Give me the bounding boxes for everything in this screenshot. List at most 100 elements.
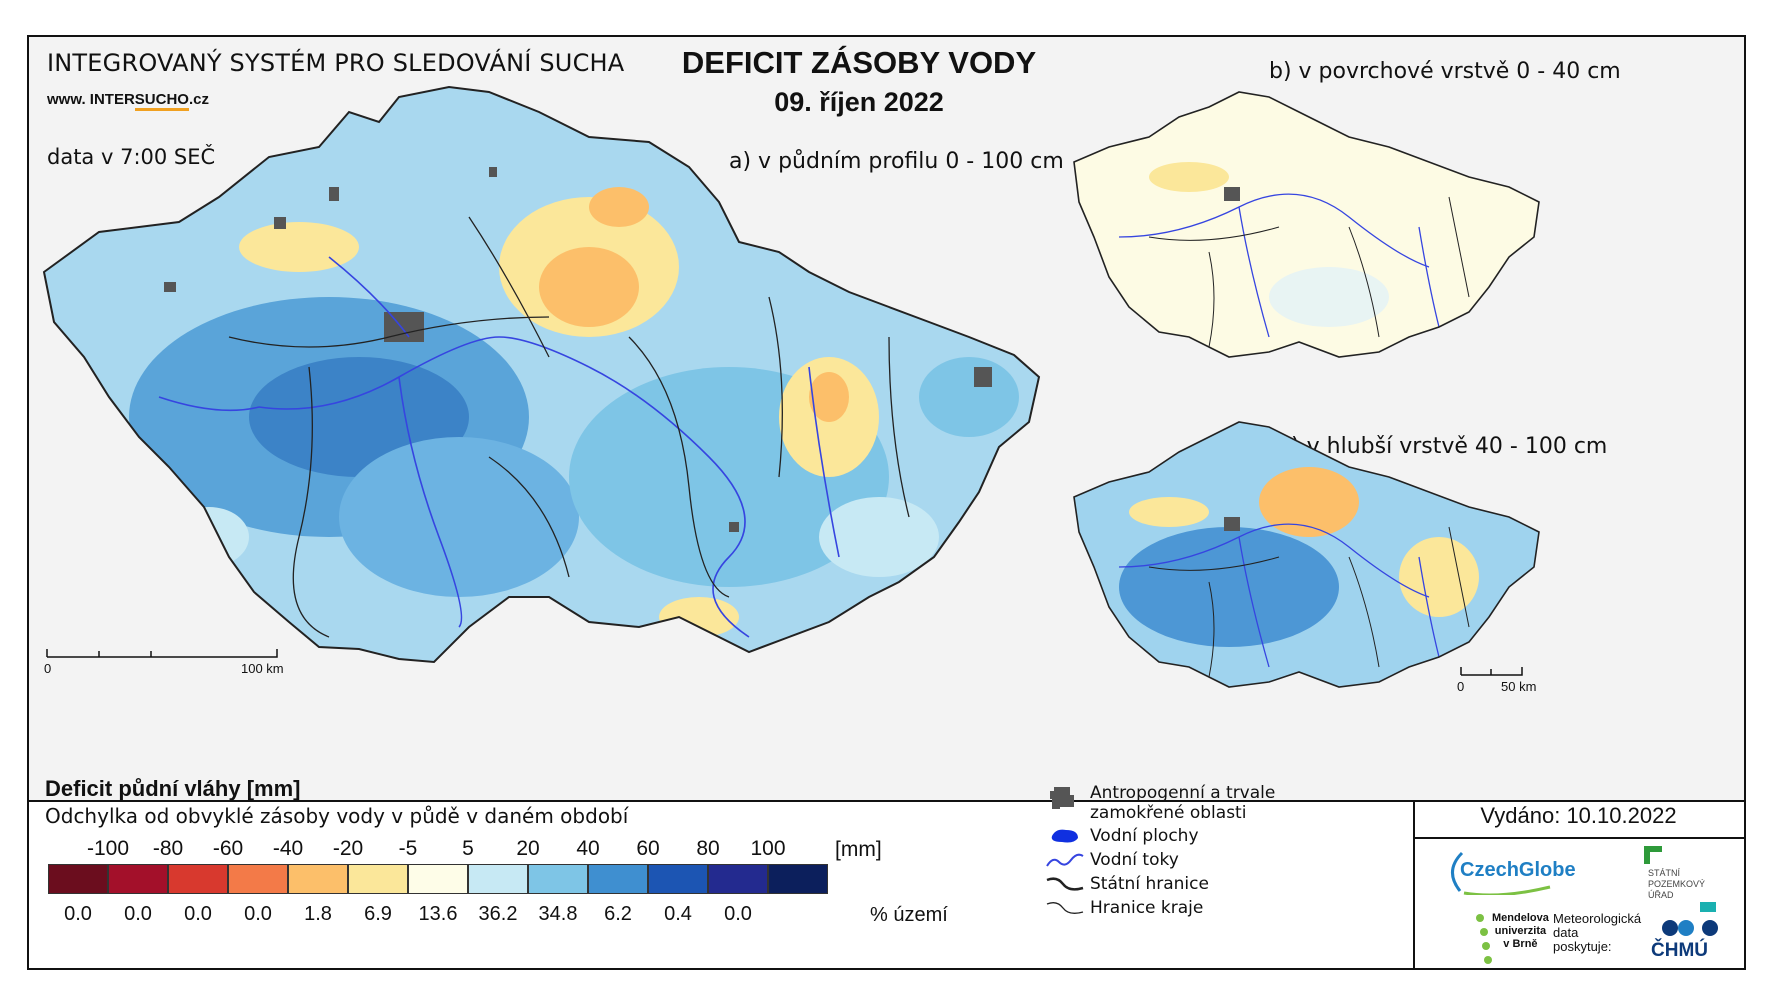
anthropogenic-label-2: zamokřené oblasti [1090,803,1247,823]
map-a-label: a) v půdním profilu 0 - 100 cm [729,149,1064,174]
map-a-raster [44,87,1039,662]
legend-swatch [708,864,768,894]
spu-accent-mark [1700,902,1716,912]
legend-swatch [768,864,828,894]
river-icon [1046,853,1084,867]
scale-c-end: 50 km [1501,679,1537,694]
legend-tick-label: -80 [152,837,184,860]
map-b-region-borders [1148,196,1470,348]
map-c-urban-praha [1224,517,1240,531]
scale-c-start: 0 [1457,679,1465,694]
legend-swatch [348,864,408,894]
water-streams-label: Vodní toky [1090,850,1179,870]
map-b-urban-praha [1224,187,1240,201]
legend-swatch [528,864,588,894]
map-b-state-border [1073,91,1540,358]
legend-tick-label: 20 [516,837,540,860]
map-a-rivers [158,256,840,638]
spu-logo-mark [1644,846,1664,866]
legend-anthropogenic: Antropogenní a trvale zamokřené oblasti [1050,783,1276,823]
legend-percentage: 6.2 [604,903,632,925]
chmu-logo-mark [1660,918,1726,938]
map-b-label: b) v povrchové vrstvě 0 - 40 cm [1269,59,1621,84]
water-area-icon [1051,829,1078,843]
legend-tick-label: -60 [212,837,244,860]
spu-logo-text: STÁTNÍ POZEMKOVÝ ÚŘAD [1648,868,1706,900]
legend-tick-label: 5 [462,837,474,860]
legend-state-border: Státní hranice [1046,874,1209,894]
legend-tick-label: -20 [332,837,364,860]
legend-swatch [288,864,348,894]
czechglobe-arc [1451,851,1551,897]
legend-swatch [588,864,648,894]
legend-region-border: Hranice kraje [1046,898,1204,918]
mendel-logo: Mendelova univerzita v Brně [1470,912,1550,972]
legend-percentage: 0.4 [664,903,692,925]
legend-percentage: 36.2 [478,903,518,925]
legend-swatch [408,864,468,894]
legend-percentage: 6.9 [364,903,392,925]
map-c-region-borders [1148,526,1470,678]
anthropogenic-label: Antropogenní a trvale [1090,783,1276,803]
map-c-label: c) v hlubší vrstvě 40 - 100 cm [1279,434,1608,459]
legend-swatch [168,864,228,894]
legend-percentage: 1.8 [304,903,332,925]
scale-a-start: 0 [44,661,52,676]
legend-tick-label: 100 [750,837,786,860]
legend-percentage: 34.8 [538,903,578,925]
state-border-label: Státní hranice [1090,874,1209,894]
legend-divider [1413,800,1415,968]
water-areas-label: Vodní plochy [1090,826,1199,846]
czechglobe-logo: CzechGlobe [1440,845,1580,897]
legend-title: Deficit půdní vláhy [mm] [45,776,301,801]
legend-unit: [mm] [835,838,882,861]
legend-pct-unit: % území [870,904,948,926]
map-c-state-border [1073,421,1540,688]
map-c-rivers [1118,523,1440,668]
legend-percentage: 13.6 [418,903,458,925]
scale-bar-a [46,649,278,658]
scale-bar-c [1460,667,1523,676]
chmu-text: ČHMÚ [1651,940,1708,961]
data-time-label: data v 7:00 SEČ [47,145,216,169]
legend-percentage: 0.0 [244,903,272,925]
system-title: INTEGROVANÝ SYSTÉM PRO SLEDOVÁNÍ SUCHA [47,49,625,77]
maps-svg [42,85,1540,688]
mendel-text: Mendelova univerzita v Brně [1492,912,1549,950]
website-link[interactable]: www. INTERSUCHO.cz [47,91,209,111]
legend-swatch [108,864,168,894]
main-title: DEFICIT ZÁSOBY VODY [681,45,1037,80]
region-border-icon [1046,902,1084,914]
legend-swatch [228,864,288,894]
legend-swatch [468,864,528,894]
mendel-dots [1476,914,1492,964]
region-border-label: Hranice kraje [1090,898,1204,918]
legend-tick-label: 80 [696,837,720,860]
legend-swatch [648,864,708,894]
legend-tick-label: -100 [86,837,130,860]
map-a-urban-areas [164,167,992,532]
legend-percentage: 0.0 [124,903,152,925]
legend-tick-label: -40 [272,837,304,860]
main-date: 09. říjen 2022 [774,87,944,117]
anthropogenic-icon [1050,787,1074,809]
map-b-rivers [1118,193,1440,338]
czechglobe-text: CzechGlobe [1460,859,1576,881]
legend-percentage: 0.0 [724,903,752,925]
legend-swatch [48,864,108,894]
legend-water-streams: Vodní toky [1046,850,1179,870]
map-a-state-border [42,85,1041,664]
legend-percentage: 0.0 [64,903,92,925]
state-border-icon [1046,877,1084,891]
legend-percentage: 0.0 [184,903,212,925]
scale-a-end: 100 km [241,661,284,676]
issued-date: Vydáno: 10.10.2022 [1480,803,1677,828]
map-panel: INTEGROVANÝ SYSTÉM PRO SLEDOVÁNÍ SUCHA w… [29,37,1744,802]
legend-tick-label: -5 [398,837,418,860]
legend-tick-label: 40 [576,837,600,860]
map-frame: INTEGROVANÝ SYSTÉM PRO SLEDOVÁNÍ SUCHA w… [27,35,1746,970]
map-b-raster [1074,92,1539,357]
issued-divider [1413,837,1744,839]
legend-tick-label: 60 [636,837,660,860]
legend-water-areas: Vodní plochy [1051,826,1199,846]
